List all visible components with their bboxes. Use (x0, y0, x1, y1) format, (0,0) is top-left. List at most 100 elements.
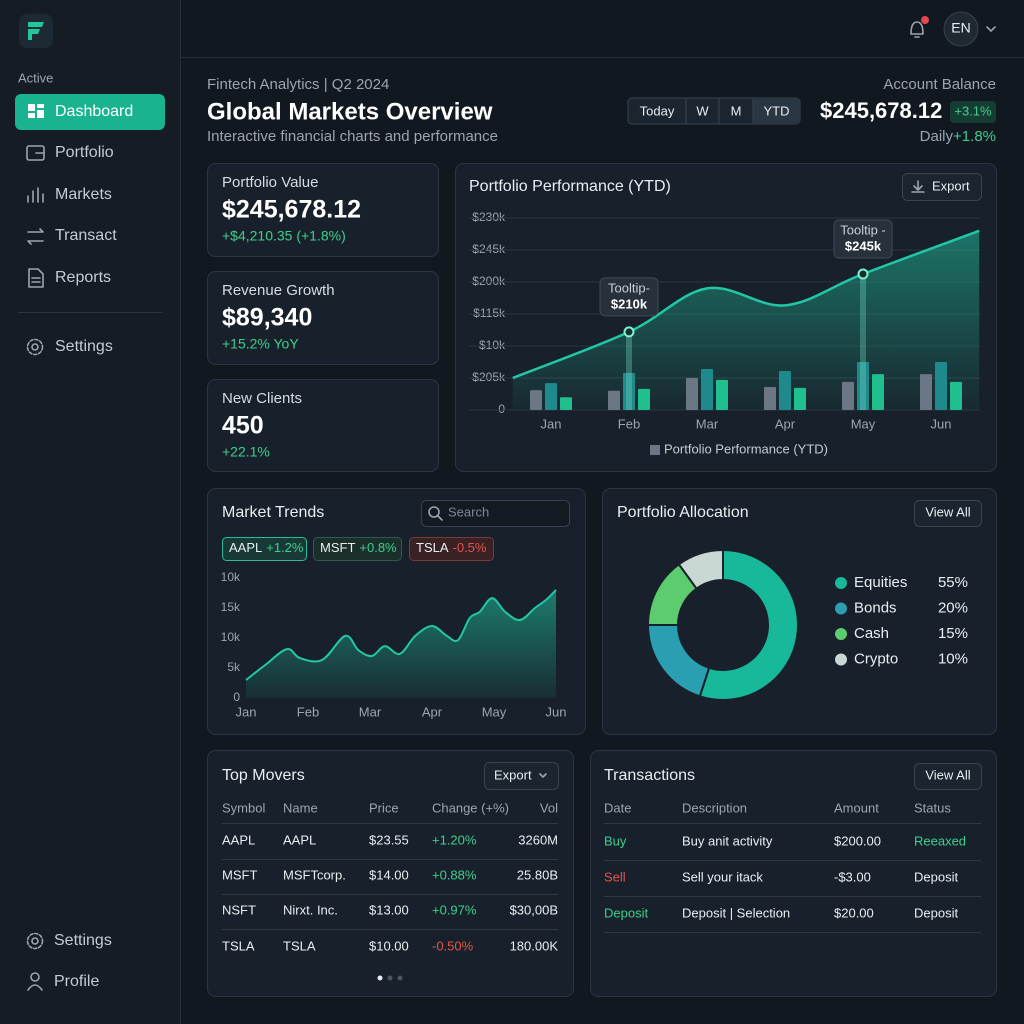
y-tick-label: 0 (233, 690, 240, 704)
kpi-change: +$4,210.35 (+1.8%) (222, 228, 346, 244)
x-tick-label: Apr (775, 416, 796, 431)
nav-item[interactable]: Portfolio (55, 144, 114, 161)
range-button[interactable]: M (731, 103, 742, 118)
nav-item[interactable]: Transact (55, 227, 117, 244)
x-tick-label: Jan (236, 704, 257, 719)
y-tick-label: 10k (221, 630, 241, 644)
legend-dot (835, 653, 847, 666)
column-header: Date (604, 800, 631, 815)
search-box[interactable] (421, 500, 570, 527)
table-cell: AAPL (222, 832, 255, 847)
card-title: Transactions (604, 767, 695, 784)
page-title: Global Markets Overview (207, 98, 493, 125)
point (623, 326, 635, 338)
bell-icon[interactable] (910, 21, 924, 38)
range-active[interactable] (753, 99, 799, 123)
change-chip (950, 101, 996, 123)
table-cell: Deposit (914, 905, 958, 920)
ticker-change: +1.2% (266, 540, 304, 555)
language: EN (951, 20, 970, 36)
button-label[interactable]: Export (494, 767, 532, 782)
table-cell: -0.50% (432, 938, 474, 953)
kpi-label: New Clients (222, 390, 302, 407)
bar (716, 379, 728, 410)
page-dot[interactable] (377, 975, 383, 981)
kpi-card (207, 271, 439, 365)
y-tick-label: $205k (472, 370, 506, 384)
ticker-chip[interactable] (313, 537, 402, 561)
balance-label: Account Balance (883, 76, 996, 93)
view-all-button[interactable] (914, 500, 982, 527)
ticker-chip[interactable] (409, 537, 494, 561)
nav-item[interactable]: Reports (55, 269, 111, 286)
nav-item: Settings (55, 338, 113, 355)
table-cell: TSLA (222, 938, 255, 953)
ticker-chip[interactable] (222, 537, 307, 561)
x-tick-label: Jun (546, 704, 567, 719)
legend-label: Equities (854, 574, 907, 591)
page-dot[interactable] (387, 975, 393, 981)
ticker-change: +0.8% (359, 540, 397, 555)
export-label[interactable]: Export (932, 178, 970, 193)
notification-dot (921, 16, 929, 24)
card-title: Portfolio Allocation (617, 504, 749, 521)
tooltip (599, 277, 659, 317)
tooltip (833, 219, 893, 259)
daily-change: +1.8% (953, 128, 996, 145)
y-tick-label: $200k (472, 274, 506, 288)
card-title: Market Trends (222, 504, 324, 521)
bar (764, 386, 776, 410)
export-button[interactable] (902, 173, 982, 201)
line (245, 589, 557, 681)
y-tick-label: 0 (498, 402, 505, 416)
range-button[interactable]: Today (640, 103, 675, 118)
legend-label: Crypto (854, 650, 898, 667)
column-header: Change (+%) (432, 800, 509, 815)
button-label[interactable]: View All (925, 767, 970, 782)
bar (935, 362, 947, 410)
table-cell: Nirxt. Inc. (283, 902, 338, 917)
table-cell: +0.88% (432, 867, 477, 882)
table-cell: $200.00 (834, 833, 881, 848)
tooltip-label: Tooltip - (840, 222, 886, 237)
column-header: Price (369, 800, 399, 815)
bar (701, 369, 713, 410)
nav-item: Profile (54, 973, 99, 990)
range-button[interactable]: W (696, 103, 709, 118)
view-all-button[interactable] (914, 763, 982, 790)
ticker-chip-text: TSLA -0.5% (416, 540, 487, 555)
table-cell: Deposit (604, 905, 648, 920)
x-tick-label: Apr (422, 704, 443, 719)
bar (686, 378, 698, 410)
table-cell: +1.20% (432, 832, 477, 847)
table-cell: Reeaxed (914, 833, 966, 848)
movers-card (207, 750, 574, 997)
kpi-card (207, 379, 439, 472)
nav-item[interactable]: Markets (55, 186, 112, 203)
area-fill (246, 590, 556, 698)
table-cell: +0.97% (432, 902, 477, 917)
nav-item[interactable]: Dashboard (55, 103, 133, 120)
bar (779, 370, 791, 410)
chevron (986, 26, 996, 32)
card-title: Top Movers (222, 767, 305, 784)
line (512, 229, 980, 380)
table-cell: Sell your itack (682, 869, 763, 884)
kpi-value: 450 (222, 412, 264, 440)
bar (857, 362, 869, 410)
table-cell: -$3.00 (834, 869, 871, 884)
nav-active[interactable] (15, 94, 165, 130)
bar (623, 372, 635, 410)
sidebar (0, 0, 180, 1024)
logo-mark (28, 22, 44, 40)
table-cell: MSFTcorp. (283, 867, 346, 882)
range-button[interactable]: YTD (764, 103, 790, 118)
page-dot[interactable] (397, 975, 403, 981)
column-header: Symbol (222, 800, 265, 815)
button-label[interactable]: View All (925, 504, 970, 519)
kpi-label: Revenue Growth (222, 282, 335, 299)
language-button[interactable] (943, 11, 979, 47)
ticker-chip-text: AAPL +1.2% (229, 540, 304, 555)
table-cell: Sell (604, 869, 626, 884)
export-button[interactable] (484, 762, 559, 790)
